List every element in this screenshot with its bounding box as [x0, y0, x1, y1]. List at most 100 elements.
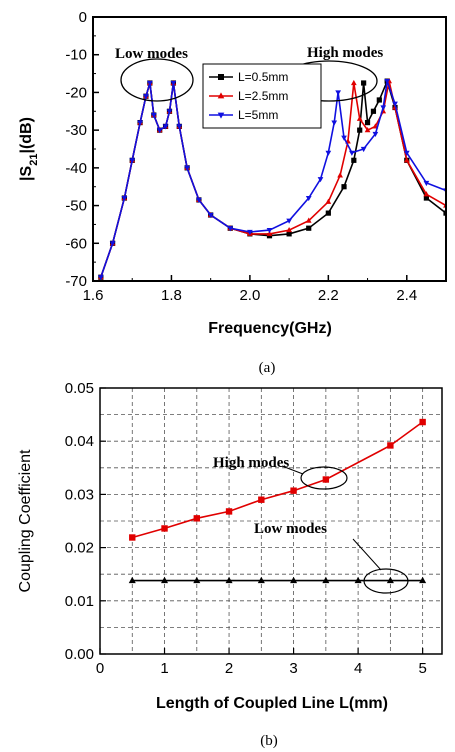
chart-a-ticks: 0 -10 -20 -30 -40 -50 -60 -701.6 1.8 2.0 2.2 2.4 [65, 9, 417, 304]
chart-a-series-1-point [370, 108, 377, 114]
chart-a-x-tick-label: 1.6 [83, 287, 104, 304]
chart-a-series-2-point [364, 127, 371, 133]
chart-a-y-tick-label: -60 [65, 235, 87, 252]
chart-a-series-3-point [162, 124, 169, 130]
chart-a-series-layer [97, 77, 446, 281]
chart-a-y-tick-label: -70 [65, 273, 87, 290]
chart-b-series-1-point [387, 442, 394, 449]
chart-a-series-2-point [266, 230, 273, 236]
chart-b-x-tick-label: 3 [289, 660, 297, 677]
chart-b-series-2-point [161, 576, 169, 584]
chart-a-x-tick-label: 2.0 [239, 287, 260, 304]
chart-a-series-3-point [137, 120, 143, 126]
chart-b-series-2-point [290, 576, 298, 584]
chart-a-y-tick-label: -40 [65, 160, 87, 177]
chart-b-y-axis-label: Coupling Coefficient [17, 449, 34, 592]
chart-a-series-3-point [331, 120, 338, 126]
chart-a-x-tick-label: 2.2 [318, 287, 339, 304]
chart-b-series-1-point [193, 515, 200, 522]
chart-b-annotation-high-modes: High modes [213, 455, 289, 471]
chart-a-series-3-point [380, 105, 387, 111]
chart-b-series-2-point [225, 576, 233, 584]
chart-a-series-3-point [266, 228, 273, 234]
chart-a-series-2-point [356, 115, 363, 121]
chart-a-series-3-point [184, 165, 190, 171]
chart-a-series-3-point [286, 218, 292, 224]
chart-b-x-tick-label: 1 [160, 660, 168, 677]
chart-a-series-3-point [129, 158, 136, 164]
chart-b-series-1-point [225, 508, 233, 515]
chart-b-series-1-point [322, 476, 330, 483]
chart-a-series-2-point [423, 191, 430, 197]
chart-b-series-1-point [161, 525, 168, 532]
chart-a-series-3-point [360, 146, 367, 153]
chart-a-legend-entry-2-marker [217, 92, 225, 99]
chart-a-series-1-point [351, 157, 357, 163]
chart-a-x-tick-label: 1.8 [161, 287, 182, 304]
chart-a-series-3-point [109, 241, 116, 247]
chart-b-y-tick-label: 0.04 [65, 433, 94, 450]
chart-b-series-2-point [257, 576, 265, 584]
chart-a-low-modes-ellipse [120, 58, 194, 102]
chart-a-series-1-point [325, 210, 331, 216]
chart-a-series-3-point [247, 229, 253, 236]
chart-a-series-1-point [286, 231, 292, 237]
chart-b-series-2-point [193, 576, 201, 584]
chart-b-series-1-point [419, 418, 426, 426]
chart-a-series-1-point [376, 97, 382, 103]
chart-a-series-2-point [403, 157, 410, 163]
chart-a-series-3-point [349, 150, 355, 156]
chart-a-series-3-point [372, 131, 379, 138]
chart-b-x-tick-label: 0 [96, 660, 104, 677]
chart-a-y-tick-label: -30 [65, 122, 87, 139]
chart-a-series-2-point [337, 172, 343, 178]
chart-a-caption: (a) [259, 360, 276, 376]
chart-b-series-1-point [258, 496, 265, 503]
chart-a-series-1-point [341, 184, 347, 190]
chart-b-series-1-point [129, 534, 136, 541]
chart-a-series-3-point [156, 128, 163, 134]
chart-b-y-tick-label: 0.02 [65, 540, 94, 557]
chart-a-series-3-point [392, 101, 398, 107]
chart-a-series-3-point [335, 90, 341, 96]
chart-a-y-axis-label: |S21|(dB) [18, 117, 40, 181]
chart-a-series-3-point [176, 124, 183, 130]
chart-b-high-modes-ellipse [300, 466, 348, 490]
chart-a-y-tick-label: -20 [65, 84, 87, 101]
chart-b-x-tick-label: 5 [418, 660, 426, 677]
chart-a-series-3-point [97, 275, 104, 281]
chart-b-ticks: 0.00 0.01 0.02 0.03 0.04 0.05 0 1 2 3 4 5 [65, 380, 427, 677]
chart-a-series-3-point [227, 226, 234, 232]
chart-a-series-3-point [325, 150, 332, 156]
chart-a-legend: L=0.5mm L=2.5mm L=5mm [202, 63, 322, 129]
chart-b-series-2-point [419, 576, 427, 584]
chart-b-series-2-point [386, 576, 394, 584]
chart-b-caption: (b) [260, 733, 278, 749]
chart-b-series-layer [128, 418, 427, 584]
chart-a-series-3-point [341, 135, 347, 141]
chart-a-legend-entry-1-label: L=0.5mm [238, 70, 288, 84]
chart-b-series-2-point [354, 576, 362, 584]
chart-a-legend-entry-1-marker [218, 74, 224, 80]
chart-b-plot-frame [99, 387, 443, 655]
chart-a-series-1-point [443, 210, 446, 216]
chart-a-series-2-point [286, 226, 292, 233]
chart-b-y-tick-label: 0.03 [65, 486, 94, 503]
chart-a-y-tick-label: -10 [65, 47, 87, 64]
chart-b-low-modes-ellipse [363, 568, 409, 594]
chart-b-series-2-point [322, 576, 330, 584]
chart-a-series-2-point [305, 217, 312, 223]
chart-a-s21: 0 -10 -20 -30 -40 -50 -60 -701.6 1.8 2.0 2.2 2.4 Lo… [18, 9, 447, 376]
chart-a-series-3-point [150, 112, 157, 119]
chart-a-legend-entry-2-label: L=2.5mm [238, 89, 288, 103]
chart-a-series-3-point [423, 180, 430, 187]
chart-b-y-tick-label: 0.01 [65, 593, 94, 610]
chart-b-x-axis-label: Length of Coupled Line L(mm) [156, 695, 388, 712]
chart-a-series-3-point [317, 177, 324, 183]
chart-a-x-tick-label: 2.4 [396, 287, 417, 304]
chart-a-series-3-point [170, 80, 177, 87]
chart-a-series-1-point [423, 195, 429, 201]
chart-a-series-3-point [384, 79, 391, 85]
chart-b-coupling: 0.00 0.01 0.02 0.03 0.04 0.05 0 1 2 3 4 5 High mode… [17, 380, 443, 749]
